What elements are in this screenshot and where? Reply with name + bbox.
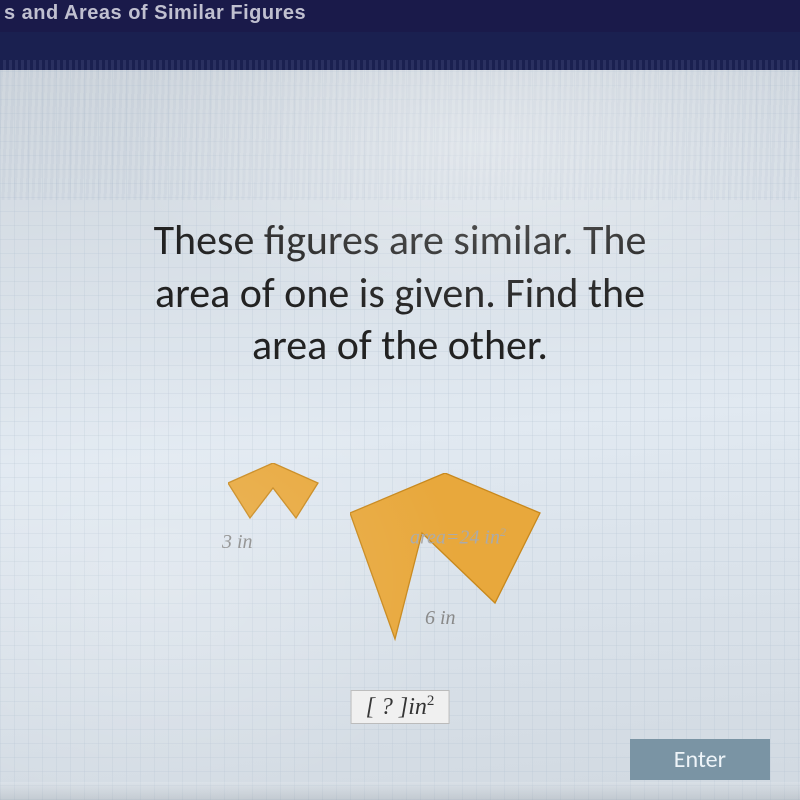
bottom-strip	[0, 782, 800, 800]
question-line-2: area of one is given. Find the	[155, 268, 645, 319]
area-label-exponent: 2	[500, 525, 506, 539]
question-line-1: These figures are similar. The	[154, 215, 647, 266]
question-text: These figures are similar. The area of o…	[0, 215, 800, 373]
answer-exponent: 2	[427, 693, 435, 709]
answer-input-placeholder[interactable]: [ ? ]in2	[351, 690, 450, 724]
large-figure-area-label: area=24 in2	[410, 525, 506, 550]
content-area: These figures are similar. The area of o…	[0, 70, 800, 800]
header-title-fragment: s and Areas of Similar Figures	[0, 0, 800, 32]
header-divider	[0, 60, 800, 70]
question-line-3: area of the other.	[252, 320, 548, 371]
small-figure	[228, 463, 328, 533]
answer-template: [ ? ]in	[366, 694, 427, 720]
small-figure-polygon	[228, 463, 318, 518]
large-figure-side-label: 6 in	[425, 607, 456, 630]
figure-zone: 3 in area=24 in2 6 in [ ? ]in2	[150, 445, 650, 725]
small-figure-side-label: 3 in	[222, 531, 253, 554]
enter-button[interactable]: Enter	[630, 739, 770, 780]
area-label-text: area=24 in	[410, 527, 500, 549]
